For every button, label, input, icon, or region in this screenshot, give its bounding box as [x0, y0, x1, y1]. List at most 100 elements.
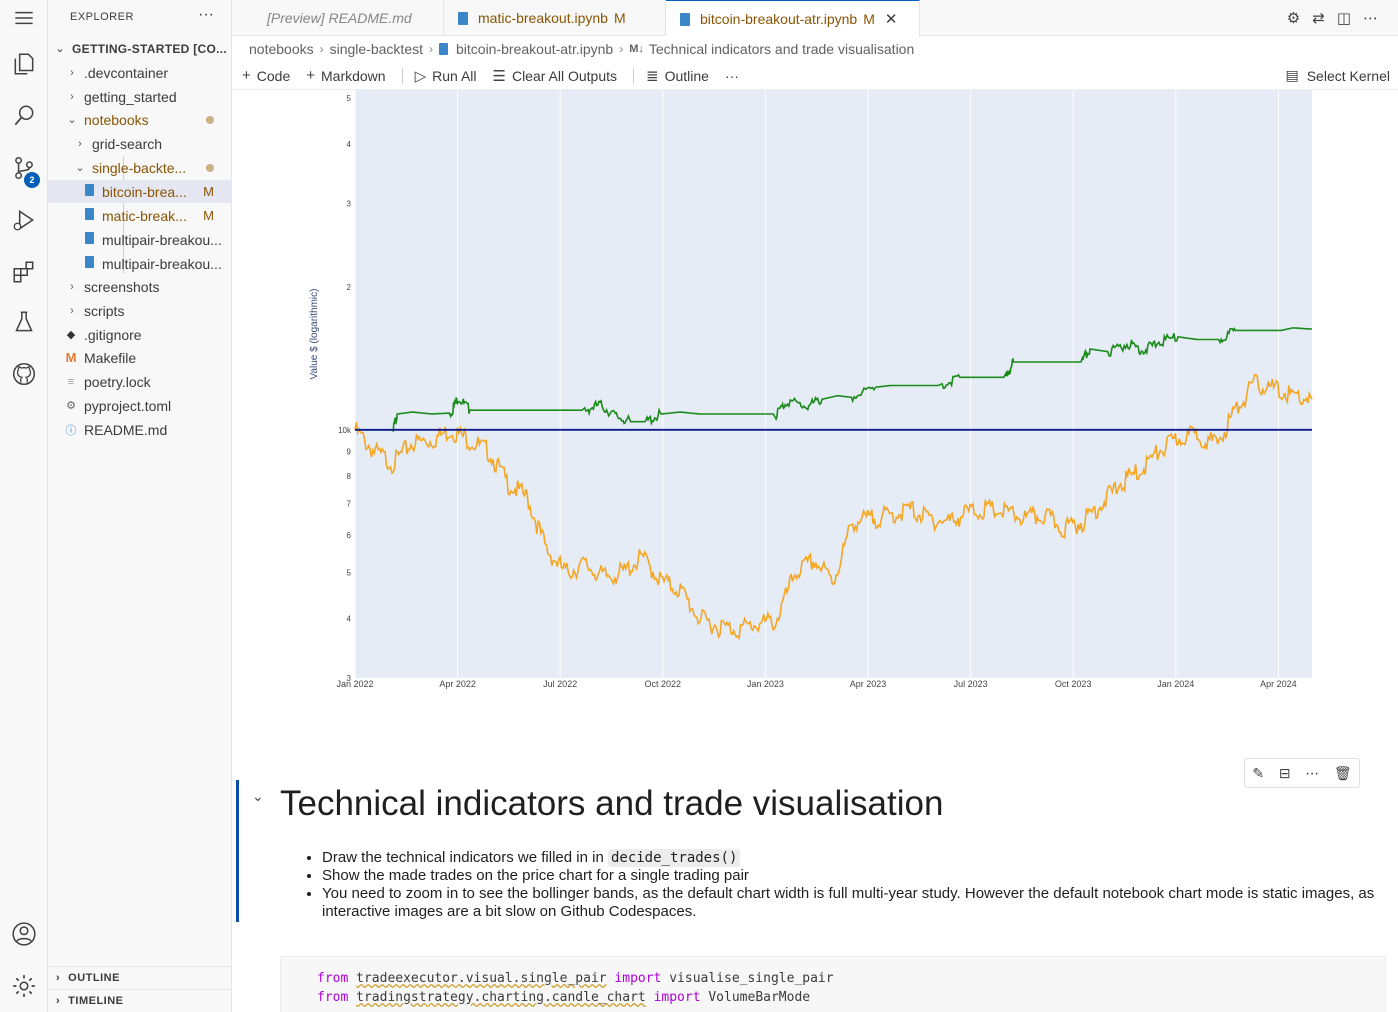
tree-item-poetry-lock[interactable]: ≡ poetry.lock [48, 370, 232, 393]
breadcrumb-single-backtest[interactable]: single-backtest [329, 41, 423, 57]
more-actions-icon[interactable]: ⋯ [1363, 10, 1378, 27]
list-icon: ≣ [646, 67, 659, 85]
tab-bitcoin-breakout[interactable]: bitcoin-breakout-atr.ipynb M ✕ [666, 0, 920, 37]
info-icon: ⓘ [65, 424, 77, 437]
tree-item-single-backtest[interactable]: ⌄ single-backte... [48, 156, 232, 179]
breadcrumb-file[interactable]: bitcoin-breakout-atr.ipynb [456, 41, 614, 57]
makefile-m-icon: M [65, 350, 77, 365]
tree-item-grid-search[interactable]: › grid-search [48, 132, 232, 155]
chevron-right-icon: › [56, 971, 61, 984]
tree-item-makefile[interactable]: M Makefile [65, 349, 137, 366]
explorer-more-icon[interactable]: ··· [198, 6, 214, 23]
workspace-root[interactable]: ⌄ GETTING-STARTED [CO... [55, 41, 228, 56]
tree-item-multipair-1[interactable]: multipair-breakou... [48, 228, 232, 251]
tree-item-getting-started[interactable]: › getting_started [48, 85, 232, 108]
run-all-button[interactable]: ▷ Run All [414, 67, 477, 85]
outline-button[interactable]: ≣ Outline [646, 67, 709, 85]
explorer-sidebar: EXPLORER ··· ⌄ GETTING-STARTED [CO... › … [48, 0, 232, 1012]
source-control-icon[interactable]: 2 [0, 144, 48, 192]
chevron-right-icon: › [619, 42, 624, 56]
close-tab-icon[interactable]: ✕ [884, 11, 898, 28]
toolbar-more-button[interactable]: ··· [724, 67, 739, 84]
plus-icon: + [306, 67, 315, 84]
markdown-heading: Technical indicators and trade visualisa… [280, 784, 944, 823]
tree-indent-guide [123, 156, 124, 274]
run-debug-icon[interactable] [0, 196, 48, 244]
search-icon[interactable] [0, 92, 48, 140]
chevron-right-icon: › [70, 90, 74, 103]
add-markdown-button[interactable]: + Markdown [306, 67, 386, 84]
code-cell[interactable]: from tradeexecutor.visual.single_pair im… [280, 956, 1386, 1012]
tree-item-matic-breakout[interactable]: matic-break... M [48, 204, 232, 227]
gear-icon[interactable]: ⚙ [1286, 10, 1301, 27]
chevron-right-icon: › [429, 42, 433, 56]
x-tick-label: Jul 2022 [543, 679, 577, 689]
notebook-icon [82, 208, 96, 223]
y-tick-label: 7 [347, 499, 352, 508]
editor-tab-bar: [Preview] README.md matic-breakout.ipynb… [232, 0, 1398, 37]
y-tick-label: 3 [347, 674, 352, 683]
text-file-icon: ≡ [67, 375, 75, 388]
series-line-buy-and-hold [354, 373, 1313, 641]
x-tick-label: Oct 2022 [645, 679, 682, 689]
y-tick-label: 4 [347, 615, 352, 624]
chevron-down-icon: ⌄ [55, 43, 65, 55]
testing-flask-icon[interactable] [0, 298, 48, 346]
x-tick-label: Jan 2022 [336, 679, 373, 689]
timeline-section[interactable]: › TIMELINE [48, 989, 232, 1011]
github-icon[interactable] [0, 350, 48, 398]
explorer-title: EXPLORER [70, 11, 134, 23]
plus-icon: + [242, 67, 251, 84]
gear-file-icon: ⚙ [66, 400, 76, 412]
menu-icon[interactable] [0, 0, 48, 42]
breadcrumb: notebooks › single-backtest › bitcoin-br… [232, 37, 1398, 61]
explorer-icon[interactable] [0, 40, 48, 88]
tree-item-bitcoin-breakout[interactable]: bitcoin-brea... M [48, 180, 232, 203]
edit-pencil-icon[interactable]: ✎ [1252, 764, 1265, 781]
extensions-icon[interactable] [0, 248, 48, 296]
equity-curve-chart: Jan 2022 Apr 2022 Jul 2022 Oct 2022 Jan 2023… [309, 90, 1313, 689]
notebook-icon [82, 232, 96, 247]
tree-item-gitignore[interactable]: ◆ .gitignore [48, 323, 232, 346]
inline-code: decide_trades() [607, 849, 741, 867]
add-code-button[interactable]: + Code [242, 67, 291, 84]
x-tick-label: Apr 2023 [850, 679, 887, 689]
chevron-right-icon: › [70, 280, 74, 293]
clear-all-icon: ☰ [492, 67, 506, 85]
x-tick-label: Jan 2024 [1157, 679, 1194, 689]
tree-item-multipair-2[interactable]: multipair-breakou... [48, 252, 232, 275]
tab-matic-breakout[interactable]: matic-breakout.ipynb M [444, 0, 666, 36]
y-tick-label: 3 [347, 199, 352, 208]
chevron-down-icon[interactable]: ⌄ [252, 788, 264, 804]
tree-item-notebooks[interactable]: ⌄ notebooks [48, 108, 232, 131]
markdown-icon: M↓ [629, 43, 644, 55]
breadcrumb-notebooks[interactable]: notebooks [249, 41, 314, 57]
tab-readme-preview[interactable]: [Preview] README.md [232, 0, 444, 36]
compare-changes-icon[interactable]: ⇄ [1312, 10, 1325, 27]
settings-gear-icon[interactable] [0, 962, 48, 1010]
cell-more-icon[interactable]: ⋯ [1305, 764, 1320, 781]
outline-section[interactable]: › OUTLINE [48, 966, 232, 988]
breadcrumb-section[interactable]: Technical indicators and trade visualisa… [648, 41, 915, 57]
y-tick-label: 10k [338, 426, 352, 435]
x-tick-label: Apr 2024 [1260, 679, 1297, 689]
tree-item-screenshots[interactable]: › screenshots [48, 275, 232, 298]
chevron-down-icon: ⌄ [75, 162, 85, 174]
tree-item-readme[interactable]: ⓘ README.md [65, 421, 168, 438]
select-kernel-button[interactable]: ▤ Select Kernel [1285, 67, 1390, 84]
notebook-icon [680, 12, 690, 26]
chevron-right-icon: › [56, 994, 61, 1007]
tree-item-pyproject[interactable]: ⚙ pyproject.toml [48, 394, 232, 417]
account-icon[interactable] [0, 910, 48, 958]
y-axis-label: Value $ (logarithmic) [309, 289, 320, 380]
split-cell-icon[interactable]: ⊟ [1278, 764, 1291, 781]
toolbar-divider [633, 67, 635, 84]
split-editor-icon[interactable]: ◫ [1336, 10, 1351, 27]
clear-outputs-button[interactable]: ☰ Clear All Outputs [492, 67, 618, 85]
delete-trash-icon[interactable]: 🗑 [1333, 764, 1352, 781]
tree-item-scripts[interactable]: › scripts [48, 299, 232, 322]
y-tick-label: 8 [347, 472, 352, 481]
notebook-toolbar: + Code + Markdown ▷ Run All ☰ Clear All Outp… [232, 62, 1398, 90]
tree-item-devcontainer[interactable]: › .devcontainer [48, 61, 232, 84]
kernel-icon: ▤ [1285, 67, 1299, 83]
